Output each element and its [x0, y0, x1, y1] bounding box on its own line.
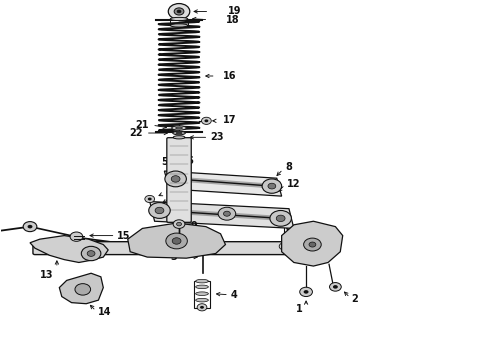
Ellipse shape: [196, 292, 208, 296]
Polygon shape: [59, 273, 103, 304]
Circle shape: [268, 183, 276, 189]
Circle shape: [168, 4, 190, 19]
Circle shape: [145, 195, 155, 203]
Text: 19: 19: [228, 6, 242, 17]
Circle shape: [165, 171, 186, 187]
Circle shape: [27, 225, 32, 228]
Text: 12: 12: [287, 179, 300, 189]
Text: 6: 6: [186, 156, 193, 166]
FancyBboxPatch shape: [167, 138, 191, 222]
Polygon shape: [164, 171, 282, 196]
Text: 1: 1: [296, 304, 303, 314]
Polygon shape: [282, 221, 343, 266]
Circle shape: [174, 8, 184, 15]
Circle shape: [223, 211, 230, 216]
Circle shape: [81, 246, 101, 261]
Circle shape: [155, 207, 164, 214]
Circle shape: [148, 198, 152, 201]
Ellipse shape: [196, 279, 208, 283]
Ellipse shape: [175, 127, 182, 129]
Text: 6: 6: [165, 188, 172, 198]
Ellipse shape: [196, 285, 208, 289]
Circle shape: [330, 283, 341, 291]
Text: 10: 10: [293, 229, 306, 239]
Circle shape: [197, 304, 207, 311]
Circle shape: [304, 290, 309, 294]
Circle shape: [173, 220, 185, 228]
Circle shape: [166, 233, 187, 249]
Circle shape: [75, 284, 91, 295]
Circle shape: [201, 117, 211, 125]
Circle shape: [262, 179, 282, 193]
Text: 13: 13: [40, 270, 53, 280]
Ellipse shape: [172, 131, 185, 135]
Text: 9: 9: [190, 221, 197, 231]
Text: 14: 14: [98, 307, 111, 317]
Circle shape: [279, 243, 289, 250]
Text: 4: 4: [230, 290, 237, 300]
Circle shape: [171, 176, 180, 182]
Circle shape: [149, 203, 170, 219]
Circle shape: [23, 222, 37, 231]
Circle shape: [309, 242, 316, 247]
Text: 7: 7: [173, 192, 180, 202]
Text: 11: 11: [295, 237, 309, 247]
Text: 3: 3: [171, 252, 177, 262]
Text: 21: 21: [135, 120, 149, 130]
Circle shape: [200, 306, 204, 309]
Ellipse shape: [172, 126, 186, 130]
Circle shape: [204, 120, 208, 122]
Text: 15: 15: [117, 231, 130, 240]
Circle shape: [177, 10, 181, 13]
FancyBboxPatch shape: [33, 242, 306, 255]
Circle shape: [333, 285, 338, 289]
Text: 16: 16: [223, 71, 237, 81]
Polygon shape: [30, 235, 108, 262]
Text: 5: 5: [161, 157, 168, 167]
Text: 23: 23: [210, 132, 223, 142]
Circle shape: [87, 251, 95, 256]
Polygon shape: [128, 223, 225, 258]
Ellipse shape: [170, 17, 188, 21]
Ellipse shape: [176, 132, 182, 134]
Polygon shape: [150, 202, 294, 228]
Circle shape: [176, 222, 181, 226]
Text: 22: 22: [129, 128, 143, 138]
Ellipse shape: [196, 298, 208, 302]
Text: 18: 18: [226, 15, 240, 25]
Circle shape: [218, 207, 236, 220]
Circle shape: [270, 211, 292, 226]
Circle shape: [276, 215, 285, 222]
Circle shape: [172, 238, 181, 244]
Ellipse shape: [170, 24, 188, 27]
Circle shape: [304, 238, 321, 251]
Ellipse shape: [173, 136, 185, 139]
Text: 17: 17: [223, 116, 237, 126]
Text: 20: 20: [214, 175, 228, 185]
Text: 2: 2: [351, 294, 358, 304]
Text: 8: 8: [285, 162, 292, 172]
Bar: [194, 281, 210, 308]
Circle shape: [300, 287, 313, 297]
Circle shape: [70, 232, 83, 241]
